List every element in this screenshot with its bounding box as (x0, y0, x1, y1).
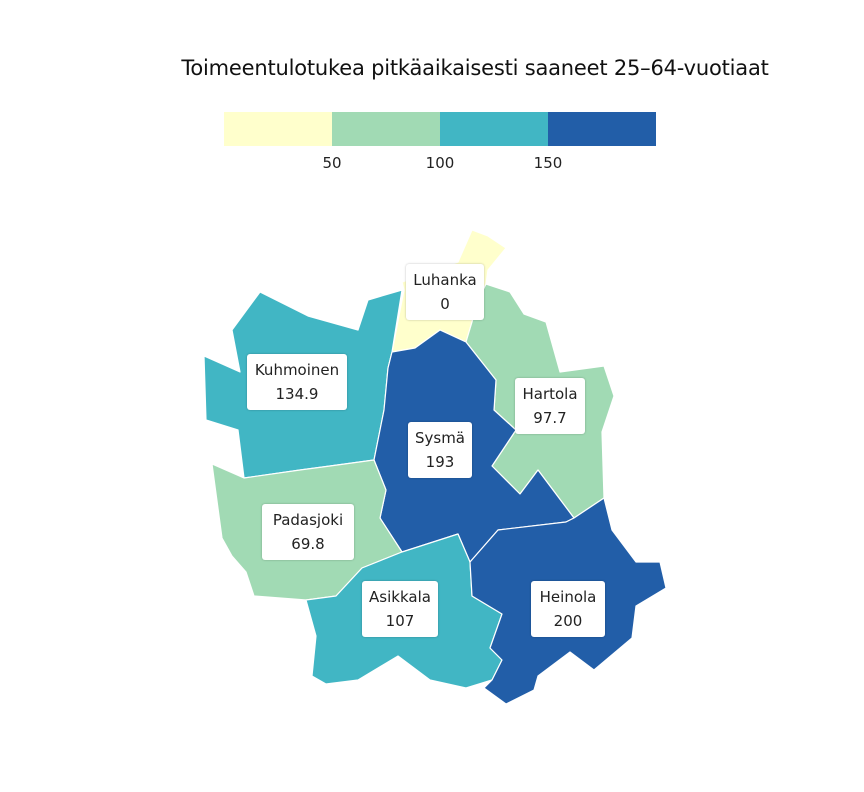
label-sysma: Sysmä 193 (408, 422, 472, 478)
region-name: Asikkala (369, 588, 431, 606)
label-padasjoki: Padasjoki 69.8 (262, 504, 354, 560)
legend-bin-4 (548, 112, 656, 146)
map-title: Toimeentulotukea pitkäaikaisesti saaneet… (181, 56, 769, 80)
label-heinola: Heinola 200 (531, 581, 605, 637)
region-value: 0 (440, 295, 450, 313)
region-value: 193 (425, 453, 455, 471)
legend-bin-1 (224, 112, 332, 146)
region-value: 97.7 (533, 409, 567, 427)
region-name: Kuhmoinen (254, 361, 340, 379)
region-name: Padasjoki (272, 511, 344, 529)
legend-tick-100: 100 (425, 154, 455, 172)
color-legend: 50 100 150 (224, 112, 656, 172)
label-kuhmoinen: Kuhmoinen 134.9 (247, 354, 347, 410)
region-name: Hartola (522, 385, 578, 403)
region-value: 134.9 (275, 385, 319, 403)
label-asikkala: Asikkala 107 (362, 581, 438, 637)
legend-bin-2 (332, 112, 440, 146)
region-value: 69.8 (291, 535, 325, 553)
label-hartola: Hartola 97.7 (515, 378, 585, 434)
label-luhanka: Luhanka 0 (406, 264, 484, 320)
region-name: Luhanka (413, 271, 477, 289)
region-value: 107 (385, 612, 415, 630)
legend-tick-50: 50 (322, 154, 342, 172)
region-name: Heinola (539, 588, 597, 606)
region-name: Sysmä (414, 429, 466, 447)
region-value: 200 (553, 612, 583, 630)
legend-bin-3 (440, 112, 548, 146)
legend-tick-150: 150 (533, 154, 563, 172)
